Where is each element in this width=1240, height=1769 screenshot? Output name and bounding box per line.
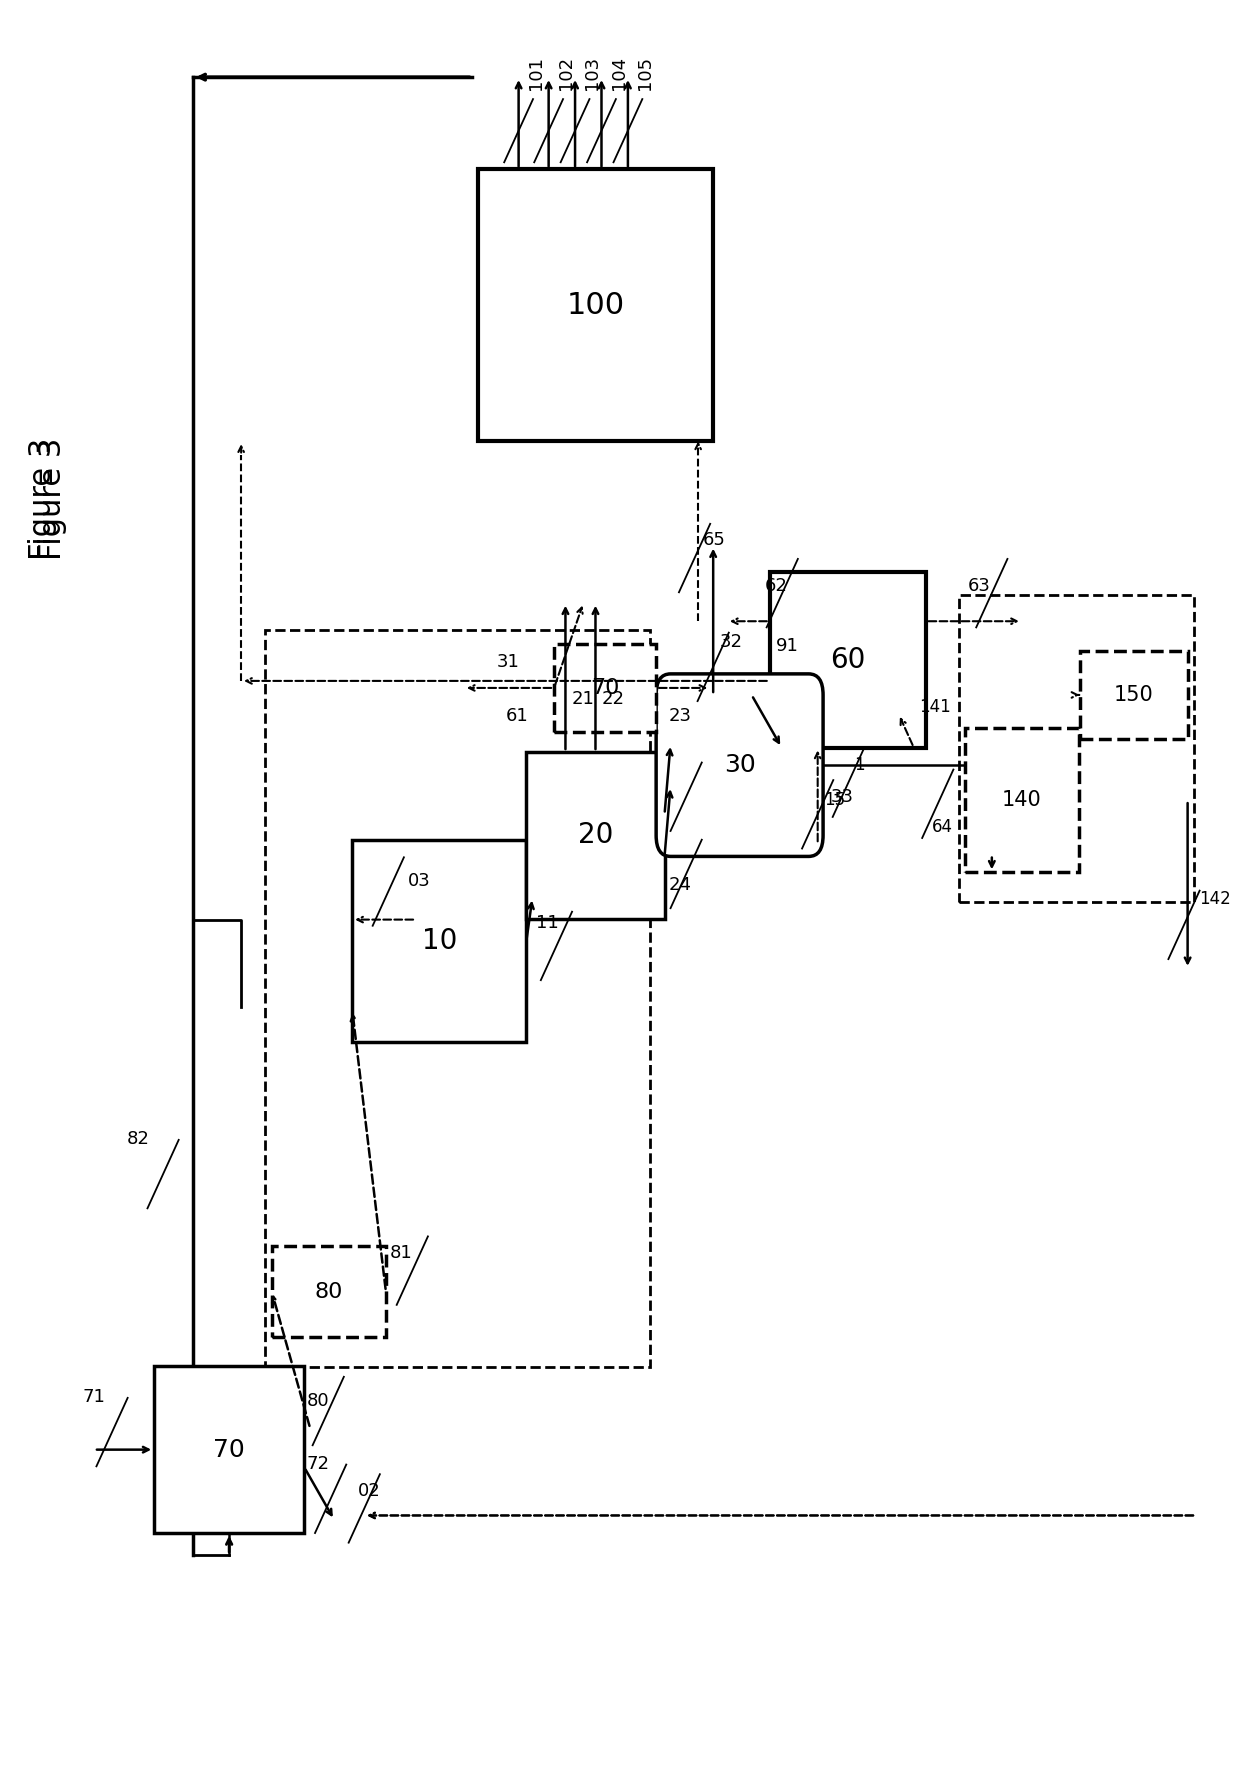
Bar [154,1366,304,1534]
Bar [1080,651,1188,739]
FancyBboxPatch shape [656,674,823,856]
Text: 1: 1 [853,755,864,775]
Text: 02: 02 [358,1482,381,1500]
Text: 61: 61 [506,708,528,725]
Text: 102: 102 [557,55,575,90]
Text: 23: 23 [668,708,691,725]
Bar [770,571,926,748]
Text: 70: 70 [213,1438,246,1461]
Text: 100: 100 [567,290,625,320]
Text: 24: 24 [668,876,691,893]
Text: 105: 105 [636,55,655,90]
Text: 150: 150 [1114,685,1153,706]
Text: 140: 140 [1002,791,1042,810]
Bar [554,644,656,732]
Text: 81: 81 [389,1244,412,1261]
Text: 11: 11 [536,915,559,932]
Bar [960,594,1194,902]
Text: 142: 142 [1199,890,1231,907]
Text: 32: 32 [719,633,743,651]
Text: 60: 60 [830,646,866,674]
Text: 91: 91 [776,637,799,655]
Text: 30: 30 [724,754,755,777]
Bar [527,752,665,918]
Text: 70: 70 [591,678,619,699]
Text: 62: 62 [765,577,787,594]
Text: 33: 33 [831,787,853,805]
Text: 10: 10 [422,927,458,955]
Text: 65: 65 [703,531,725,550]
Text: 103: 103 [584,55,601,90]
Text: 22: 22 [601,690,625,708]
Text: 03: 03 [408,872,430,890]
Bar [272,1245,386,1337]
Bar [265,630,650,1367]
Bar [965,729,1079,872]
Text: 82: 82 [126,1130,150,1148]
Text: 20: 20 [578,821,613,849]
Text: Figure 3: Figure 3 [38,437,67,559]
Text: 15: 15 [823,791,844,808]
Text: 72: 72 [306,1454,330,1472]
Text: 80: 80 [315,1283,343,1302]
Text: 64: 64 [931,817,952,835]
Text: 80: 80 [306,1392,330,1410]
Text: 31: 31 [496,653,520,670]
Text: Figure 3: Figure 3 [29,437,57,559]
Text: 63: 63 [967,577,991,594]
Text: 71: 71 [82,1389,105,1406]
Text: 21: 21 [572,690,594,708]
Bar [352,840,527,1042]
Text: 141: 141 [919,699,951,716]
Text: 101: 101 [527,57,546,90]
Bar [479,170,713,440]
Text: 104: 104 [610,55,627,90]
